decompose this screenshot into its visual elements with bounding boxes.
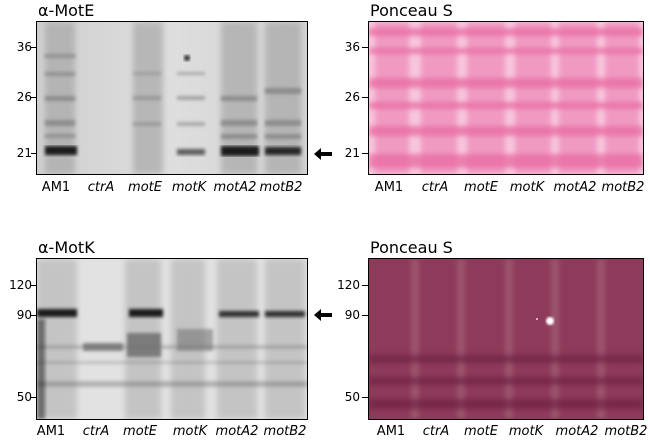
marker-label: 21 bbox=[16, 146, 32, 160]
marker-label: 120 bbox=[9, 278, 32, 292]
panel-title: α-MotE bbox=[38, 1, 95, 20]
panel-title: Ponceau S bbox=[370, 1, 453, 20]
lane-label: AM1 bbox=[376, 424, 406, 439]
panel-title: Ponceau S bbox=[370, 238, 453, 257]
marker-label: 50 bbox=[344, 390, 360, 404]
lane-label: motB2 bbox=[604, 424, 648, 439]
lane-label: motA2 bbox=[555, 424, 599, 439]
lane-label: ctrA bbox=[82, 424, 110, 439]
ponceau-top-graphic bbox=[369, 22, 643, 174]
arrow-left-icon bbox=[314, 148, 332, 160]
lane-label: motA2 bbox=[553, 180, 597, 195]
panel-title: α-MotK bbox=[38, 238, 95, 257]
marker-tick bbox=[31, 285, 39, 286]
lane-label: motK bbox=[171, 180, 207, 195]
marker-tick bbox=[31, 97, 39, 98]
lane-label: ctrA bbox=[87, 180, 115, 195]
blot-image bbox=[368, 21, 644, 175]
lane-label: motB2 bbox=[601, 180, 645, 195]
lane-label: motE bbox=[464, 180, 498, 195]
marker-tick bbox=[362, 97, 370, 98]
marker-tick bbox=[362, 285, 370, 286]
marker-label: 36 bbox=[344, 40, 360, 54]
lane-label: AM1 bbox=[36, 424, 66, 439]
marker-tick bbox=[362, 315, 370, 316]
blot-motk-graphic bbox=[37, 259, 307, 419]
marker-label: 50 bbox=[16, 390, 32, 404]
marker-label: 90 bbox=[344, 308, 360, 322]
lane-label: motE bbox=[128, 180, 162, 195]
marker-label: 36 bbox=[16, 40, 32, 54]
marker-label: 26 bbox=[16, 90, 32, 104]
lane-label: motK bbox=[172, 424, 208, 439]
blot-image bbox=[368, 258, 644, 420]
lane-label: motE bbox=[123, 424, 157, 439]
lane-label: motB2 bbox=[259, 180, 303, 195]
lane-label: ctrA bbox=[422, 424, 450, 439]
blot-image bbox=[36, 21, 308, 175]
marker-tick bbox=[362, 397, 370, 398]
blot-mote-graphic bbox=[37, 22, 307, 174]
lane-label: motK bbox=[508, 424, 544, 439]
marker-label: 21 bbox=[344, 146, 360, 160]
lane-label: motE bbox=[464, 424, 498, 439]
marker-label: 120 bbox=[337, 278, 360, 292]
marker-tick bbox=[31, 153, 39, 154]
marker-tick bbox=[31, 47, 39, 48]
ponceau-bottom-graphic bbox=[369, 259, 643, 419]
marker-label: 26 bbox=[344, 90, 360, 104]
marker-tick bbox=[362, 153, 370, 154]
lane-label: AM1 bbox=[41, 180, 71, 195]
lane-label: motB2 bbox=[263, 424, 307, 439]
lane-label: motK bbox=[509, 180, 545, 195]
arrow-left-icon bbox=[314, 309, 332, 321]
lane-label: AM1 bbox=[374, 180, 404, 195]
blot-image bbox=[36, 258, 308, 420]
lane-label: motA2 bbox=[215, 424, 259, 439]
lane-label: ctrA bbox=[421, 180, 449, 195]
marker-tick bbox=[31, 315, 39, 316]
lane-label: motA2 bbox=[213, 180, 257, 195]
marker-tick bbox=[362, 47, 370, 48]
marker-tick bbox=[31, 397, 39, 398]
marker-label: 90 bbox=[16, 308, 32, 322]
